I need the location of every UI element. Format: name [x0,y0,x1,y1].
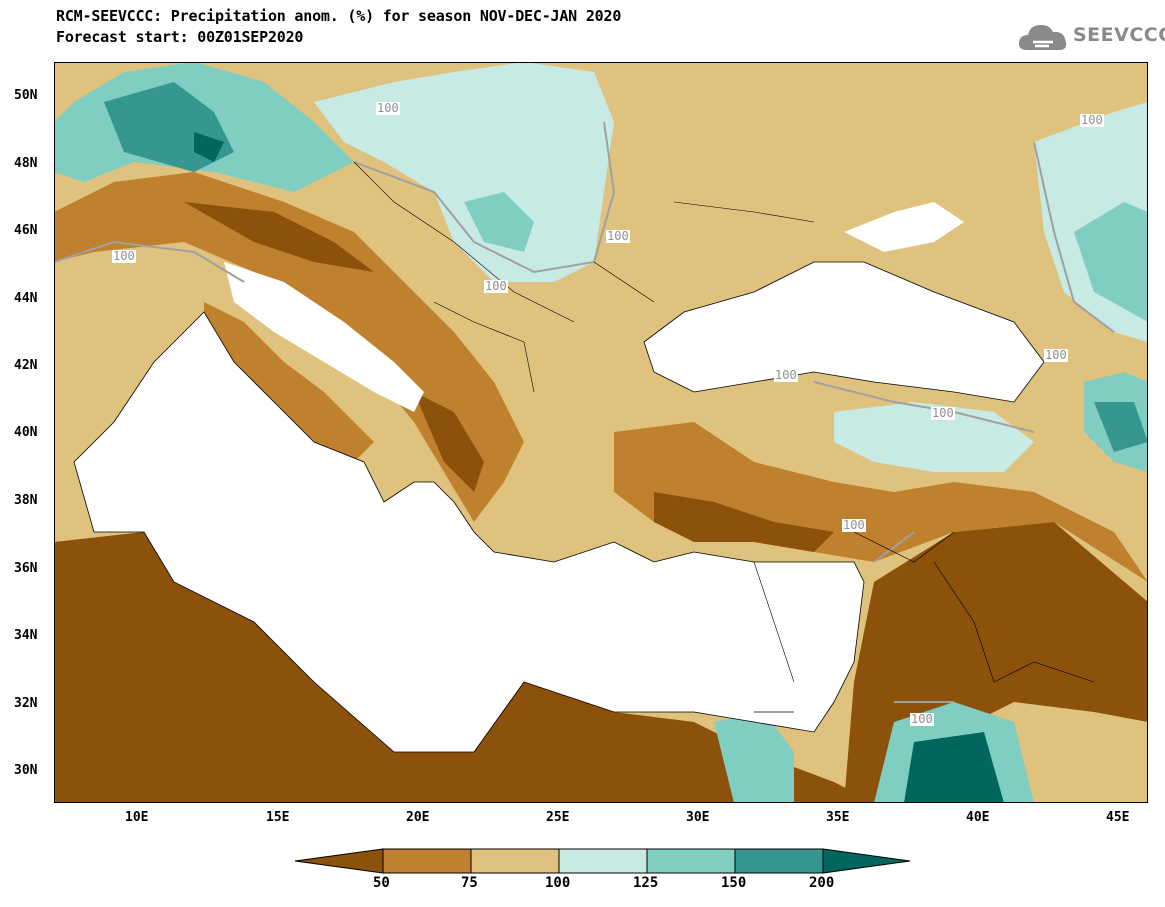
contour-label: 100 [112,249,136,263]
contour-100-lines [54,121,1115,713]
lat-label: 30N [14,763,38,778]
lon-label: 25E [546,810,570,825]
lat-label: 36N [14,561,38,576]
lon-label: 35E [826,810,850,825]
colorbar-swatch [295,848,384,874]
lat-label: 42N [14,358,38,373]
contour-label: 100 [484,279,508,293]
region-turkey-very-dry [654,492,834,552]
contour-label: 100 [842,518,866,532]
colorbar-swatch [734,848,824,874]
coastline [73,311,865,753]
chart-title: RCM-SEEVCCC: Precipitation anom. (%) for… [56,7,622,25]
lat-label: 46N [14,223,38,238]
contour-label: 100 [606,229,630,243]
lat-label: 48N [14,156,38,171]
region-caucasus-very-wet [1094,402,1148,452]
lon-label: 10E [125,810,149,825]
region-greece-very-dry [414,392,484,492]
cloud-icon [1018,25,1067,50]
country-borders [353,161,1095,683]
region-alps-very-dry [184,202,374,272]
colorbar-label: 75 [461,875,478,891]
colorbar-label: 125 [633,875,659,891]
contour-label: 100 [376,101,400,115]
seevccc-logo: SEEVCCC [1017,20,1165,60]
colorbar-swatch [382,848,472,874]
colorbar-label: 150 [721,875,747,891]
forecast-start: Forecast start: 00Z01SEP2020 [56,28,304,46]
colorbar-label: 100 [545,875,571,891]
lon-label: 20E [406,810,430,825]
logo-text: SEEVCCC [1073,24,1165,46]
map-area: 100 100 100 100 100 100 100 100 100 100 [54,62,1148,803]
adriatic-sea [224,262,424,412]
region-arabia-extreme-wet [904,732,1004,803]
mediterranean-sea [74,312,864,752]
lon-label: 40E [966,810,990,825]
colorbar-swatch [470,848,560,874]
region-carpathian-wet [314,62,614,282]
lat-label: 34N [14,628,38,643]
colorbar-label: 200 [809,875,835,891]
map-frame [54,62,1148,803]
contour-label: 100 [774,368,798,382]
azov-sea [844,202,964,252]
colorbar [295,848,911,874]
region-central-europe-extreme-wet [194,132,224,162]
region-carpathian-wet-core [464,192,534,252]
colorbar-swatch [646,848,736,874]
contour-label: 100 [931,406,955,420]
contour-label: 100 [1044,348,1068,362]
precipitation-map [54,62,1148,803]
lat-label: 44N [14,291,38,306]
black-sea-coast [643,261,1045,403]
colorbar-label: 50 [373,875,390,891]
region-nile-wet [714,712,794,803]
contour-label: 100 [1080,113,1104,127]
lon-label: 15E [266,810,290,825]
lat-label: 38N [14,493,38,508]
region-north-africa [54,532,874,803]
region-italy [204,302,374,462]
contour-label: 100 [910,712,934,726]
colorbar-swatch [822,848,911,874]
lat-label: 50N [14,88,38,103]
lon-label: 30E [686,810,710,825]
region-east-wet-core [1074,202,1148,322]
lat-label: 32N [14,696,38,711]
colorbar-swatch [558,848,648,874]
lat-label: 40N [14,425,38,440]
title-block: RCM-SEEVCCC: Precipitation anom. (%) for… [56,6,621,48]
black-sea [644,262,1044,402]
lon-label: 45E [1106,810,1130,825]
